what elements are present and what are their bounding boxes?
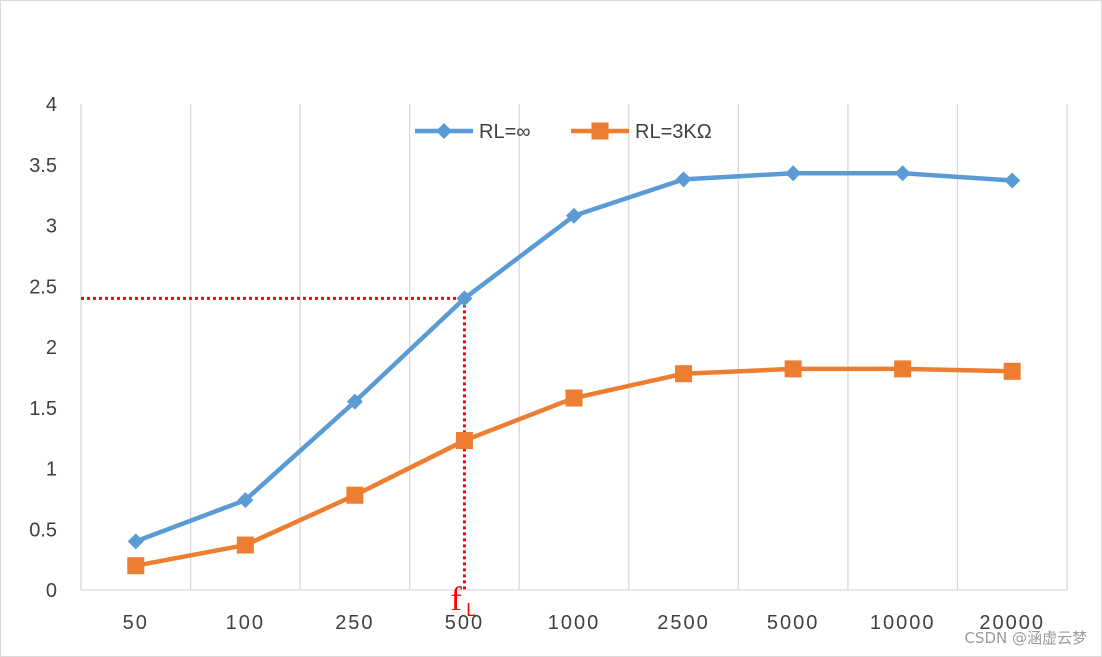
y-tick-label: 1.5 [29,398,57,420]
data-point-diamond [346,393,363,410]
legend-marker-diamond [436,123,452,139]
x-axis-ticks: 50 100 250 500 1000 2500 5000 10000 20000 [123,612,1045,634]
y-tick-label: 3.5 [29,155,57,177]
y-tick-label: 0.5 [29,519,57,541]
data-point-square [1003,362,1021,380]
data-point-square [346,486,364,504]
data-point-diamond [1004,172,1021,189]
data-point-diamond [675,171,692,188]
series-2 [127,360,1021,575]
x-tick-label: 500 [445,612,484,634]
y-tick-label: 4 [46,94,57,116]
data-point-diamond [127,533,144,550]
y-tick-label: 2.5 [29,276,57,298]
x-tick-label: 5000 [767,612,820,634]
legend-label: RL=∞ [479,121,531,143]
legend-marker-square [591,122,609,140]
data-point-square [565,389,583,407]
gridlines [80,104,1068,591]
y-tick-label: 1 [46,459,57,481]
data-point-square [127,557,145,575]
series-1 [127,165,1021,550]
series-lines [127,165,1021,575]
x-tick-label: 2500 [657,612,710,634]
x-tick-label: 10000 [870,612,936,634]
data-point-diamond [894,165,911,182]
data-point-square [894,360,912,378]
data-point-diamond [237,492,254,509]
legend-entry: RL=∞ [415,121,531,143]
x-tick-label: 50 [123,612,149,634]
data-point-square [455,432,473,450]
y-tick-label: 3 [46,216,57,238]
data-point-diamond [456,290,473,307]
x-tick-label: 250 [335,612,374,634]
data-point-square [675,365,693,383]
data-point-square [236,536,254,554]
y-tick-label: 2 [46,337,57,359]
x-tick-label: 20000 [979,612,1045,634]
legend: RL=∞ RL=3KΩ [415,121,712,143]
legend-entry: RL=3KΩ [571,121,712,143]
y-tick-label: 0 [46,580,57,602]
data-point-diamond [566,207,582,224]
watermark: CSDN @涵虚云梦 [964,629,1087,647]
data-point-square [784,360,802,378]
y-axis-ticks: 0 0.5 1 1.5 2 2.5 3 3.5 4 [29,94,57,602]
legend-label: RL=3KΩ [635,121,712,143]
fl-annotation-label: f L [450,581,476,620]
x-tick-label: 1000 [548,612,601,634]
fl-annotation-main: f [450,581,462,618]
data-point-diamond [785,165,802,182]
x-tick-label: 100 [226,612,265,634]
series-line [134,171,1013,544]
fl-annotation-subscript: L [466,600,476,620]
